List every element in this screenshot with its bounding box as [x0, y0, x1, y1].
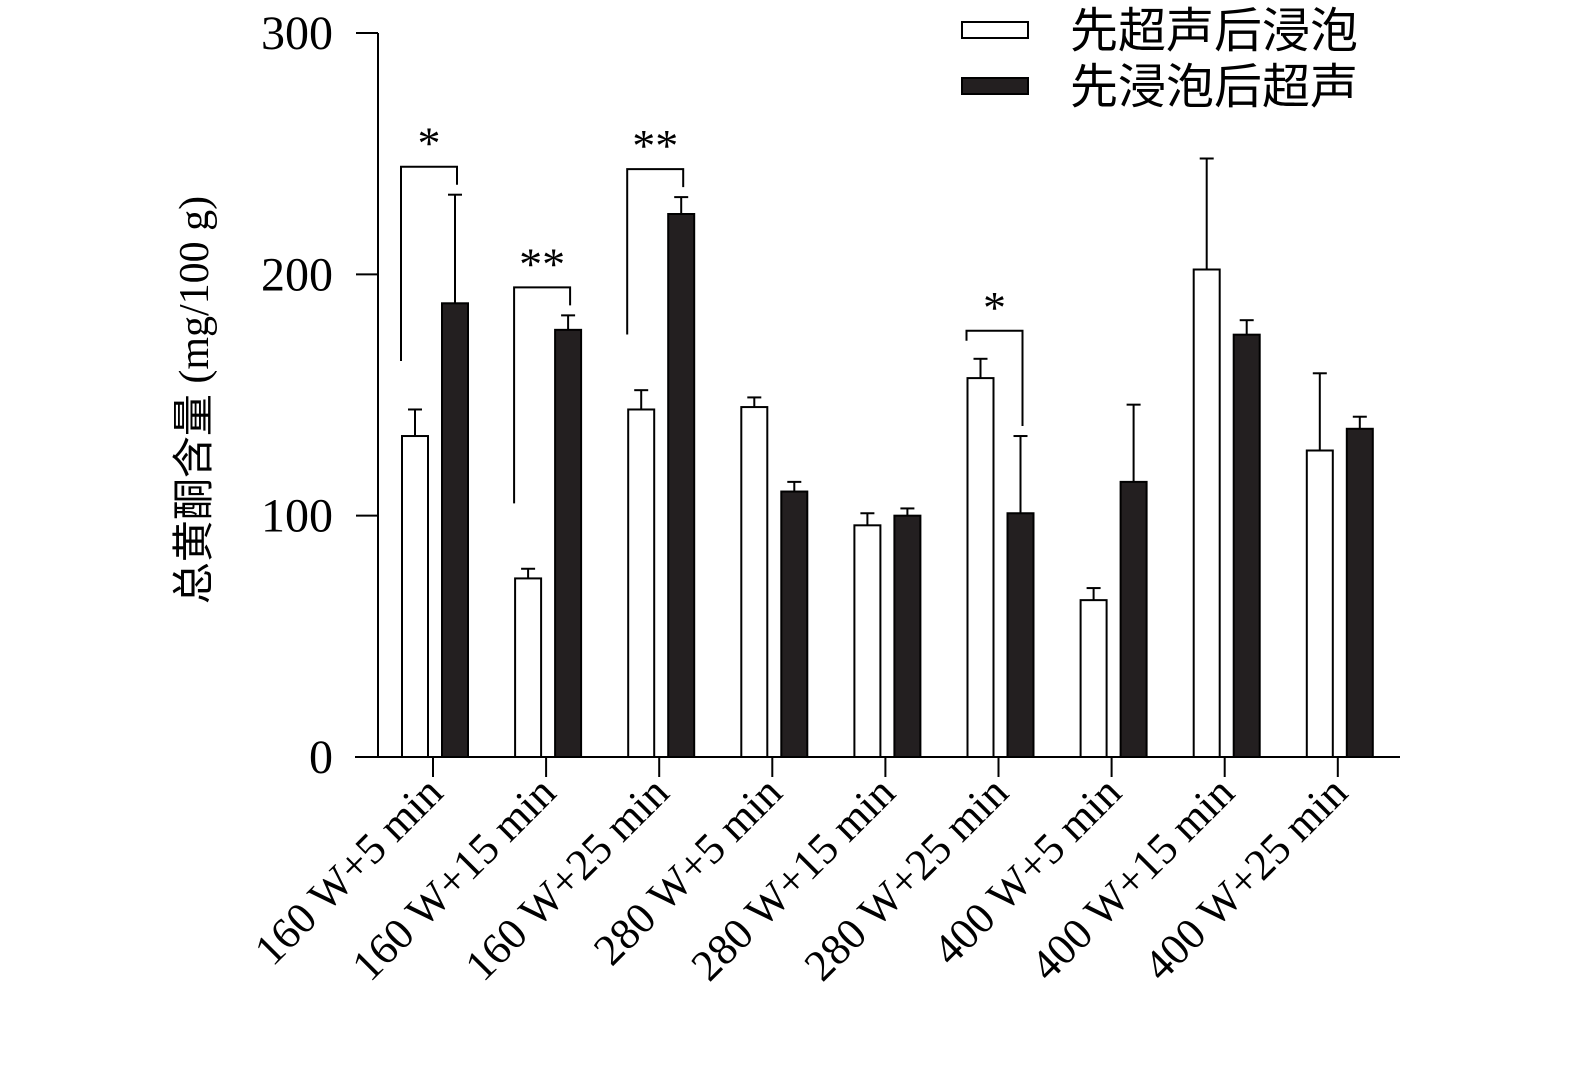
bars-layer: [401, 157, 1374, 759]
bar-series-2: [1006, 512, 1035, 759]
bar-series-2: [441, 302, 469, 758]
bar-series-1: [1079, 599, 1108, 759]
y-tick-label: 300: [261, 7, 333, 60]
y-tick-label: 200: [261, 248, 333, 301]
bar-series-2: [554, 328, 583, 758]
legend-swatch-1: [961, 21, 1029, 39]
bar-series-2: [893, 514, 922, 759]
legend-label-1: 先超声后浸泡: [1070, 3, 1358, 59]
bar-series-2: [1119, 480, 1148, 758]
bar-series-2: [1345, 427, 1374, 758]
legend-swatch-2: [961, 77, 1029, 95]
x-tick-label: 400 W+25 min: [1134, 767, 1357, 990]
significance-bracket: [626, 168, 685, 335]
significance-bracket: [513, 286, 572, 504]
bar-series-1: [1192, 268, 1221, 758]
y-axis-label: 总黄酮含量 (mg/100 g): [172, 196, 218, 604]
bar-series-1: [627, 408, 656, 758]
significance-label: *: [983, 282, 1006, 333]
y-tick-label: 100: [261, 490, 333, 543]
bar-series-1: [853, 524, 882, 758]
bar-series-1: [401, 435, 429, 758]
y-tick-label: 0: [309, 731, 333, 784]
significance-label: *: [418, 118, 441, 169]
bar-series-1: [966, 377, 995, 758]
significance-layer: ******: [400, 118, 1024, 504]
significance-bracket: [965, 329, 1024, 427]
significance-label: **: [519, 238, 565, 289]
legend-label-2: 先浸泡后超声: [1070, 59, 1358, 115]
bar-series-2: [780, 490, 809, 758]
bar-series-1: [740, 406, 769, 758]
significance-label: **: [632, 120, 678, 171]
bar-series-1: [1305, 449, 1334, 758]
bar-series-1: [514, 577, 543, 758]
bar-series-2: [667, 213, 696, 758]
significance-bracket: [400, 165, 458, 362]
bar-series-2: [1232, 333, 1261, 758]
